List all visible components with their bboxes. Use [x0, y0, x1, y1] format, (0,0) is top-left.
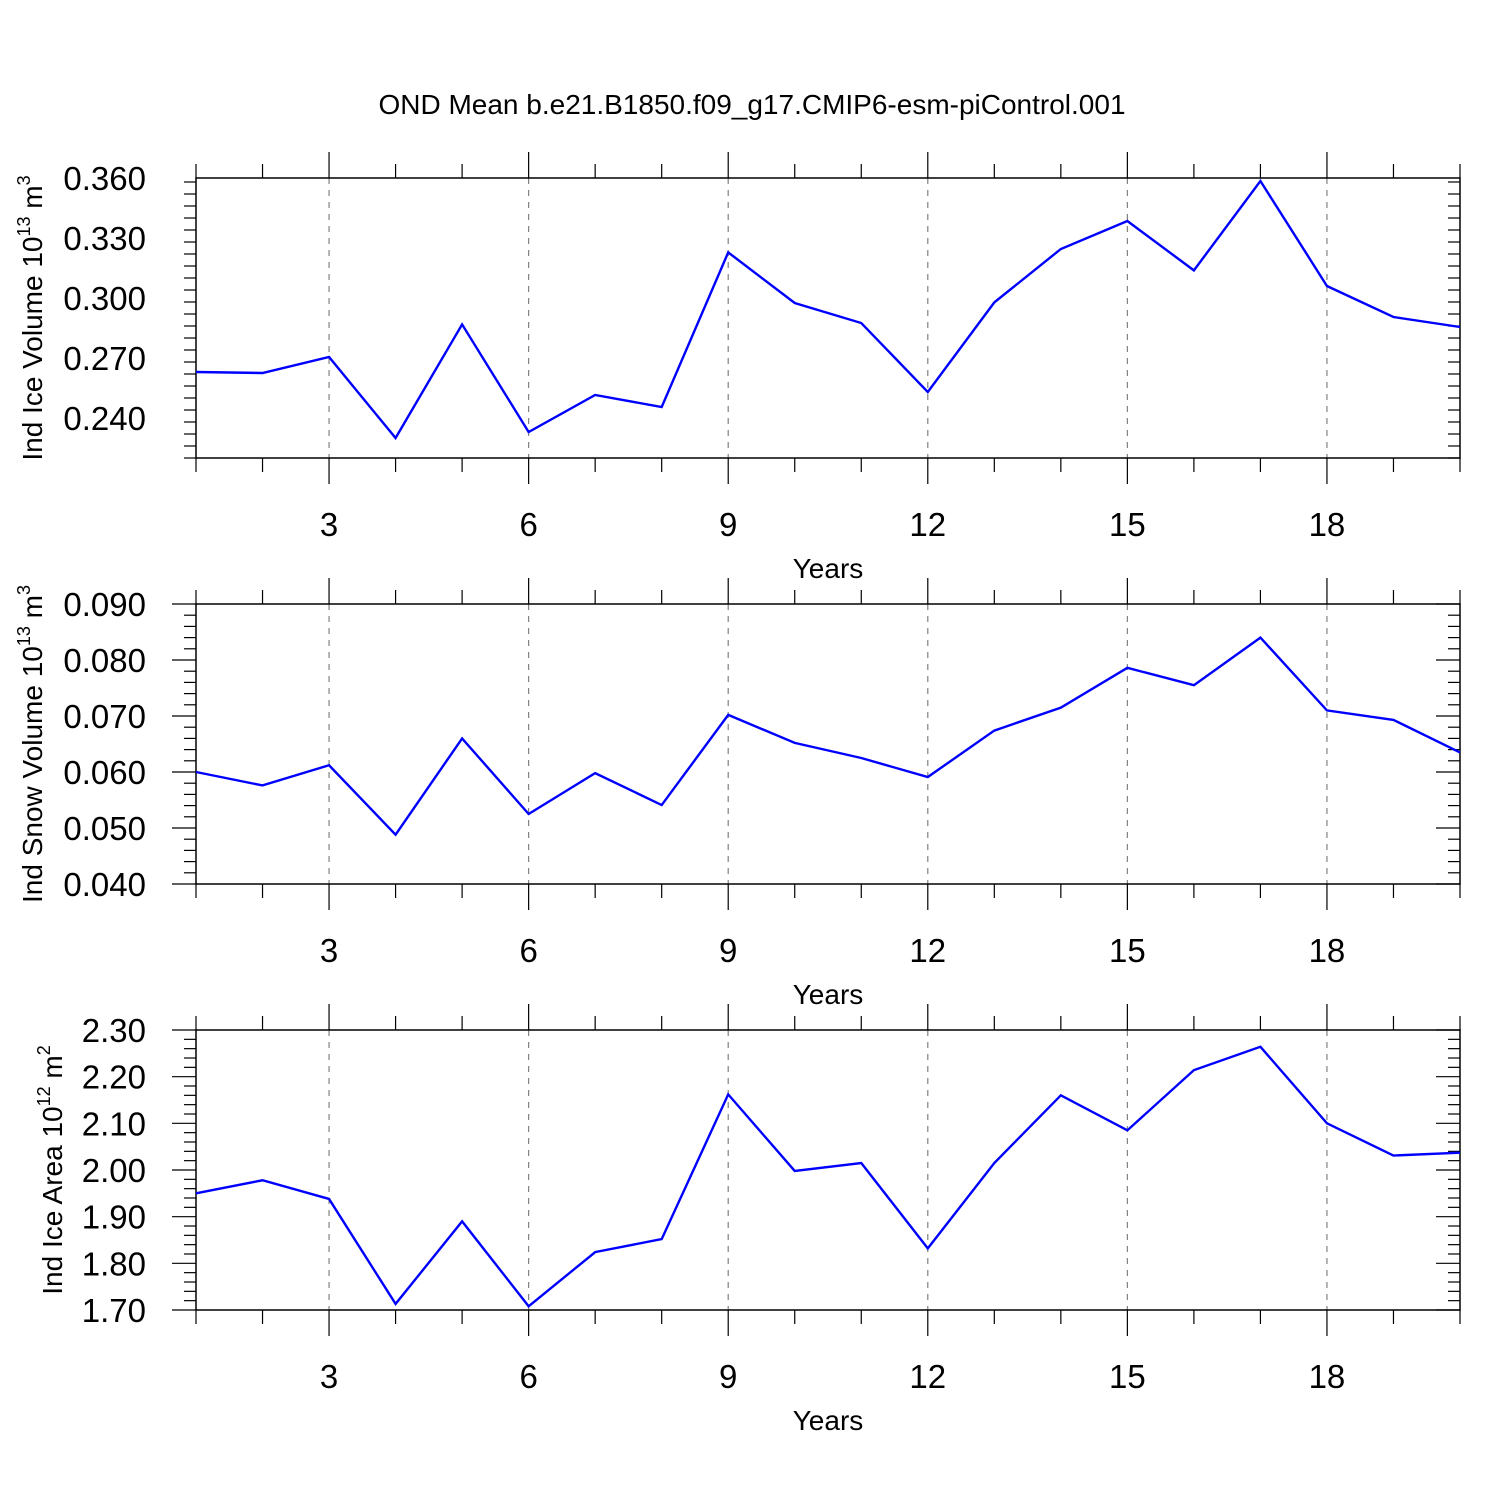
- panel-2: 0.040 0.050 0.060 0.070 0.080 0.090 3 6 9 12 15 18 Y…: [14, 578, 1461, 1010]
- y-tick-label: 0.070: [63, 698, 146, 735]
- x-tick-label: 12: [909, 506, 946, 543]
- panel-1: 0.240 0.270 0.300 0.330 0.360 3 6 9 12 15 18 Years I…: [14, 152, 1461, 584]
- y-axis-title: Ind Ice Volume 1013 m3: [14, 175, 48, 460]
- y-axis-title-unit-exponent: 3: [14, 175, 34, 185]
- y-tick-label: 0.300: [63, 280, 146, 317]
- y-axis-title-unit-exponent: 2: [34, 1045, 54, 1055]
- figure-title: OND Mean b.e21.B1850.f09_g17.CMIP6-esm-p…: [378, 89, 1125, 120]
- y-tick-label: 0.060: [63, 754, 146, 791]
- y-tick-label: 1.70: [82, 1292, 146, 1329]
- x-tick-label: 15: [1109, 1358, 1146, 1395]
- y-tick-label: 2.20: [82, 1059, 146, 1096]
- plot-frame: [195, 177, 1461, 459]
- y-axis-title-exponent: 13: [14, 216, 34, 236]
- panels: 0.240 0.270 0.300 0.330 0.360 3 6 9 12 15 18 Years I…: [14, 152, 1461, 1436]
- y-tick-label: 0.050: [63, 810, 146, 847]
- x-axis-title: Years: [793, 1405, 864, 1436]
- x-axis-title: Years: [793, 553, 864, 584]
- y-axis-title-exponent: 13: [14, 626, 34, 646]
- panel-3: 1.70 1.80 1.90 2.00 2.10 2.20 2.30 3 6 9 12 15 18 Yea…: [34, 1004, 1461, 1436]
- y-axis-title-text: Ind Ice Area 10: [37, 1106, 68, 1294]
- x-tick-label: 18: [1309, 506, 1346, 543]
- series-line: [195, 178, 1461, 441]
- y-tick-label: 0.270: [63, 340, 146, 377]
- x-tick-label: 12: [909, 932, 946, 969]
- y-axis-title-text: Ind Snow Volume 10: [17, 646, 48, 903]
- x-tick-label: 12: [909, 1358, 946, 1395]
- y-tick-label: 2.10: [82, 1105, 146, 1142]
- y-axis-title: Ind Ice Area 1012 m2: [34, 1045, 68, 1295]
- y-tick-label: 0.330: [63, 220, 146, 257]
- series-line: [195, 636, 1461, 837]
- y-tick-label: 0.240: [63, 400, 146, 437]
- x-tick-label: 6: [519, 1358, 537, 1395]
- y-axis-title-text: Ind Ice Volume 10: [17, 237, 48, 461]
- x-axis-title: Years: [793, 979, 864, 1010]
- y-tick-label: 1.80: [82, 1245, 146, 1282]
- x-tick-label: 18: [1309, 1358, 1346, 1395]
- y-axis-title: Ind Snow Volume 1013 m3: [14, 585, 48, 903]
- x-tick-label: 3: [320, 1358, 338, 1395]
- x-tick-label: 6: [519, 506, 537, 543]
- y-axis-title-unit-exponent: 3: [14, 585, 34, 595]
- y-tick-label: 1.90: [82, 1199, 146, 1236]
- x-tick-label: 15: [1109, 932, 1146, 969]
- plot-frame: [195, 603, 1461, 885]
- y-tick-label: 0.040: [63, 866, 146, 903]
- x-tick-label: 18: [1309, 932, 1346, 969]
- x-tick-label: 15: [1109, 506, 1146, 543]
- y-tick-label: 2.00: [82, 1152, 146, 1189]
- y-tick-label: 0.360: [63, 160, 146, 197]
- y-axis-title-unit: m: [37, 1055, 68, 1086]
- y-axis-title-unit: m: [17, 595, 48, 626]
- x-tick-label: 9: [719, 932, 737, 969]
- x-tick-label: 3: [320, 506, 338, 543]
- y-tick-label: 0.090: [63, 586, 146, 623]
- series-line: [195, 1045, 1461, 1308]
- x-tick-label: 9: [719, 1358, 737, 1395]
- y-axis-title-exponent: 12: [34, 1086, 54, 1106]
- x-tick-label: 3: [320, 932, 338, 969]
- x-tick-label: 9: [719, 506, 737, 543]
- y-tick-label: 0.080: [63, 642, 146, 679]
- y-tick-label: 2.30: [82, 1012, 146, 1049]
- x-tick-label: 6: [519, 932, 537, 969]
- y-axis-title-unit: m: [17, 185, 48, 216]
